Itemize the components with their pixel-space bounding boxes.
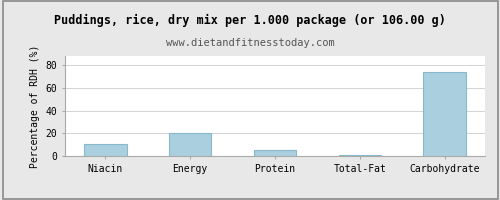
Bar xyxy=(424,72,466,156)
Bar xyxy=(84,144,126,156)
Text: www.dietandfitnesstoday.com: www.dietandfitnesstoday.com xyxy=(166,38,334,48)
Bar xyxy=(169,133,212,156)
Bar xyxy=(254,150,296,156)
Bar xyxy=(338,155,381,156)
Y-axis label: Percentage of RDH (%): Percentage of RDH (%) xyxy=(30,44,40,168)
Text: Puddings, rice, dry mix per 1.000 package (or 106.00 g): Puddings, rice, dry mix per 1.000 packag… xyxy=(54,14,446,27)
